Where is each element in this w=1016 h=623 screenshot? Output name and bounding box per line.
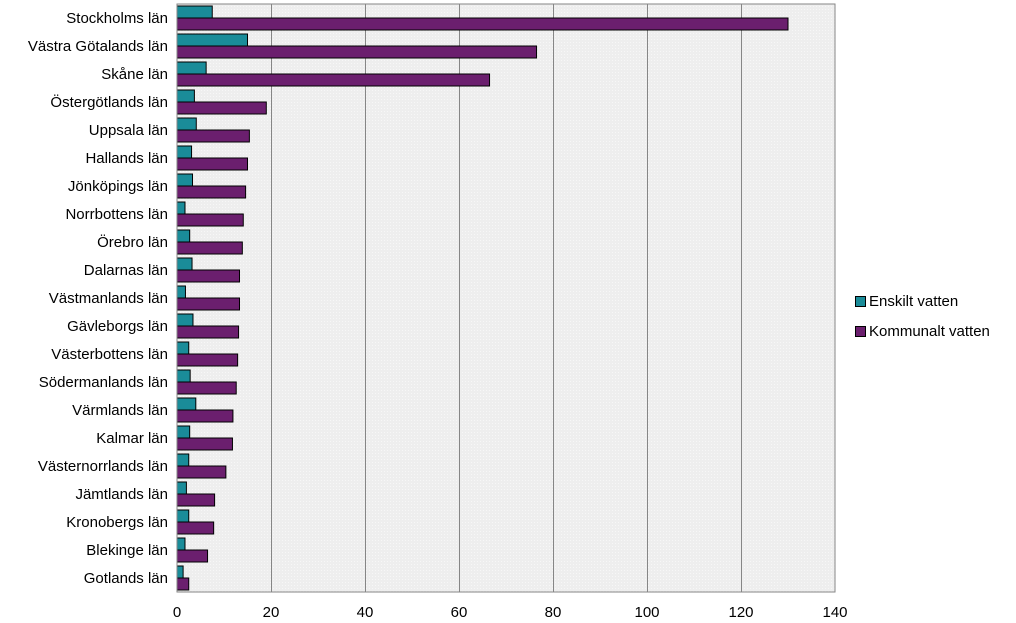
bar-kommunalt-vatten	[176, 45, 538, 59]
category-label: Hallands län	[85, 150, 168, 167]
x-tick-label: 20	[263, 604, 280, 621]
bar-kommunalt-vatten	[176, 241, 243, 255]
category-label: Jämtlands län	[75, 486, 168, 503]
x-tick-label: 40	[357, 604, 374, 621]
legend-swatch-enskilt	[855, 295, 866, 307]
bar-kommunalt-vatten	[176, 129, 250, 143]
category-label: Jönköpings län	[68, 178, 168, 195]
category-label: Stockholms län	[66, 10, 168, 27]
category-label: Värmlands län	[72, 402, 168, 419]
bar-enskilt-vatten	[176, 537, 186, 551]
legend-item-kommunalt: Kommunalt vatten	[855, 316, 990, 346]
bar-enskilt-vatten	[176, 509, 190, 523]
bar-kommunalt-vatten	[176, 185, 247, 199]
bar-enskilt-vatten	[176, 565, 184, 579]
bar-kommunalt-vatten	[176, 437, 233, 451]
bar-kommunalt-vatten	[176, 409, 234, 423]
bar-enskilt-vatten	[176, 397, 197, 411]
legend-label-kommunalt: Kommunalt vatten	[869, 322, 990, 340]
x-tick-label: 0	[173, 604, 181, 621]
bar-kommunalt-vatten	[176, 157, 248, 171]
bar-kommunalt-vatten	[176, 17, 789, 31]
bar-kommunalt-vatten	[176, 269, 241, 283]
category-label: Dalarnas län	[84, 262, 168, 279]
bar-enskilt-vatten	[176, 173, 194, 187]
category-label: Södermanlands län	[39, 374, 168, 391]
bar-kommunalt-vatten	[176, 325, 240, 339]
x-tick-label: 100	[634, 604, 659, 621]
bar-kommunalt-vatten	[176, 213, 244, 227]
bar-enskilt-vatten	[176, 313, 194, 327]
legend-swatch-kommunalt	[855, 325, 866, 337]
bar-kommunalt-vatten	[176, 297, 241, 311]
category-label: Gotlands län	[84, 570, 168, 587]
bar-enskilt-vatten	[176, 369, 191, 383]
bar-kommunalt-vatten	[176, 101, 267, 115]
category-label: Blekinge län	[86, 542, 168, 559]
bar-enskilt-vatten	[176, 33, 248, 47]
category-label: Gävleborgs län	[67, 318, 168, 335]
bar-enskilt-vatten	[176, 341, 190, 355]
category-label: Kronobergs län	[66, 514, 168, 531]
bar-enskilt-vatten	[176, 89, 195, 103]
bar-enskilt-vatten	[176, 145, 193, 159]
x-tick-label: 60	[451, 604, 468, 621]
bar-kommunalt-vatten	[176, 73, 491, 87]
bar-enskilt-vatten	[176, 285, 186, 299]
bar-enskilt-vatten	[176, 61, 207, 75]
category-label: Västerbottens län	[51, 346, 168, 363]
legend-item-enskilt: Enskilt vatten	[855, 286, 990, 316]
category-label: Örebro län	[97, 233, 168, 251]
bar-enskilt-vatten	[176, 201, 186, 215]
bar-kommunalt-vatten	[176, 493, 216, 507]
category-label: Kalmar län	[96, 430, 168, 447]
x-tick-label: 140	[822, 604, 847, 621]
category-label: Skåne län	[101, 66, 168, 83]
plot-area	[177, 4, 835, 592]
bar-enskilt-vatten	[176, 425, 191, 439]
plot-area-border	[176, 3, 836, 593]
bar-enskilt-vatten	[176, 481, 187, 495]
bar-enskilt-vatten	[176, 453, 190, 467]
category-label: Västra Götalands län	[28, 38, 168, 55]
category-label: Norrbottens län	[65, 206, 168, 223]
bar-kommunalt-vatten	[176, 577, 190, 591]
x-tick-label: 120	[728, 604, 753, 621]
category-label: Västernorrlands län	[38, 458, 168, 475]
bar-kommunalt-vatten	[176, 381, 237, 395]
bar-enskilt-vatten	[176, 229, 191, 243]
category-label: Uppsala län	[89, 122, 168, 139]
bar-kommunalt-vatten	[176, 465, 227, 479]
bar-kommunalt-vatten	[176, 353, 239, 367]
bar-kommunalt-vatten	[176, 549, 209, 563]
bar-enskilt-vatten	[176, 5, 213, 19]
bar-enskilt-vatten	[176, 257, 193, 271]
category-label: Västmanlands län	[49, 290, 168, 307]
bar-kommunalt-vatten	[176, 521, 215, 535]
legend: Enskilt vatten Kommunalt vatten	[855, 286, 990, 346]
category-label: Östergötlands län	[50, 93, 168, 111]
bar-enskilt-vatten	[176, 117, 197, 131]
legend-label-enskilt: Enskilt vatten	[869, 292, 959, 310]
x-tick-label: 80	[545, 604, 562, 621]
